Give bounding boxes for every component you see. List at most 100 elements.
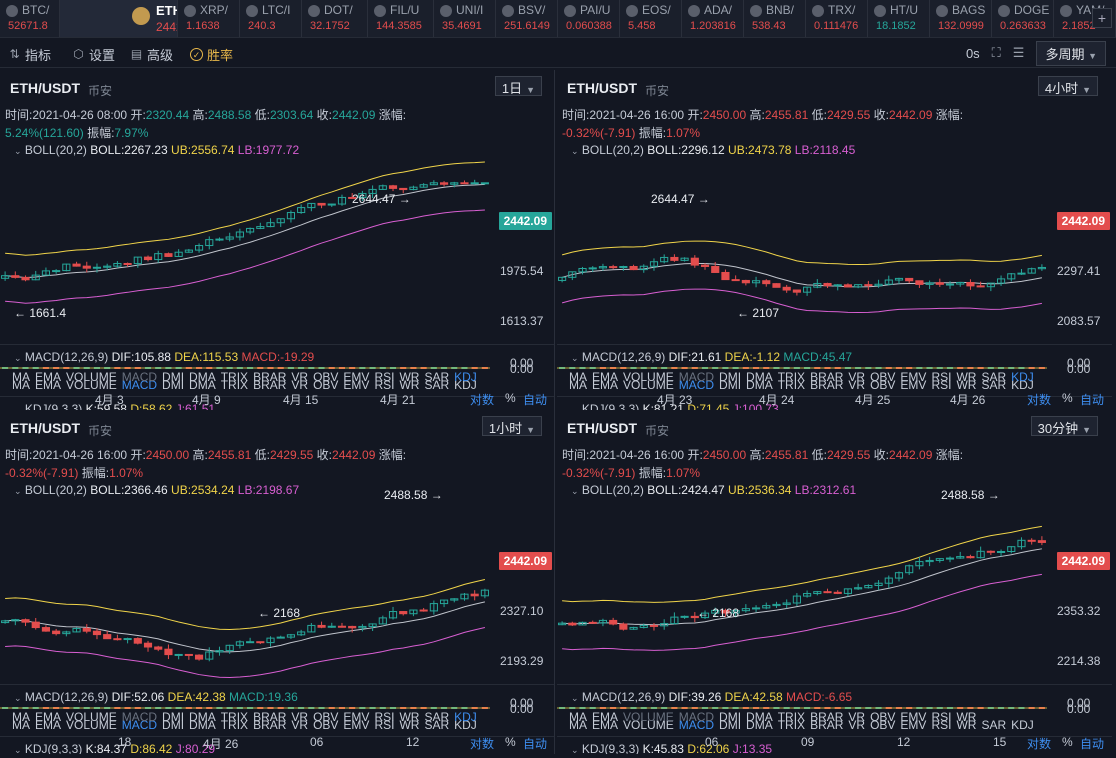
settings-button[interactable]: ⬡ 设置 [72, 45, 115, 64]
tab-sar[interactable]: SAR [981, 378, 1007, 392]
tab-obv[interactable]: OBV [313, 378, 339, 392]
candlestick-chart[interactable] [0, 490, 490, 680]
tab-vr[interactable]: VR [848, 718, 866, 732]
tab-ma[interactable]: MA [12, 718, 30, 732]
tab-ema[interactable]: EMA [592, 370, 619, 384]
tab-emv[interactable]: EMV [343, 718, 370, 732]
tab-vr[interactable]: VR [291, 718, 309, 732]
tab-dma[interactable]: DMA [189, 378, 216, 392]
tab-rsi[interactable]: RSI [374, 718, 395, 732]
ticker-item[interactable]: DOGE 0.263633 [992, 0, 1054, 37]
tab-macd[interactable]: MACD [121, 370, 158, 384]
tab-emv[interactable]: EMV [900, 710, 927, 724]
tab-brar[interactable]: BRAR [253, 718, 287, 732]
tab-vr[interactable]: VR [848, 370, 866, 384]
tab-ma[interactable]: MA [12, 370, 30, 384]
tab-trix[interactable]: TRIX [220, 370, 249, 384]
ticker-item[interactable]: BAGS 132.0999 [930, 0, 992, 37]
tab-dmi[interactable]: DMI [719, 378, 742, 392]
tab-vr[interactable]: VR [291, 710, 309, 724]
tab-rsi[interactable]: RSI [374, 710, 395, 724]
fullscreen-icon[interactable]: ⛶ [991, 45, 1001, 60]
ticker-item[interactable]: UNI/I 35.4691 [434, 0, 496, 37]
tab-vr[interactable]: VR [848, 378, 866, 392]
chart-panel[interactable]: ETH/USDT 币安 30分钟 ▼ 时间:2021-04-26 16:00 开:… [557, 410, 1112, 754]
tab-emv[interactable]: EMV [900, 718, 927, 732]
tab-vr[interactable]: VR [848, 710, 866, 724]
tab-sar[interactable]: SAR [424, 378, 450, 392]
tab-obv[interactable]: OBV [313, 718, 339, 732]
tab-wr[interactable]: WR [399, 718, 420, 732]
tab-kdj[interactable]: KDJ [1011, 370, 1034, 384]
percent-toggle[interactable]: % [1062, 391, 1073, 405]
tab-wr[interactable]: WR [956, 710, 977, 724]
tab-rsi[interactable]: RSI [374, 370, 395, 384]
tab-wr[interactable]: WR [399, 378, 420, 392]
period-select[interactable]: 1小时 ▼ [481, 416, 542, 436]
auto-scale-toggle[interactable]: 自动 [1080, 737, 1105, 751]
tab-emv[interactable]: EMV [900, 370, 927, 384]
tab-kdj[interactable]: KDJ [454, 718, 477, 732]
tab-obv[interactable]: OBV [870, 378, 896, 392]
tab-trix[interactable]: TRIX [220, 378, 249, 392]
advanced-button[interactable]: ▤ 高级 [130, 45, 173, 64]
ticker-item[interactable]: BTC/52671.8 [0, 0, 60, 37]
tab-vr[interactable]: VR [291, 370, 309, 384]
tab-sar[interactable]: SAR [981, 370, 1007, 384]
tab-vr[interactable]: VR [291, 378, 309, 392]
tab-macd[interactable]: MACD [678, 378, 715, 392]
tab-macd[interactable]: MACD [121, 718, 158, 732]
tab-ma[interactable]: MA [12, 378, 30, 392]
log-scale-toggle[interactable]: 对数 [1027, 393, 1052, 407]
tab-dmi[interactable]: DMI [162, 718, 185, 732]
tab-brar[interactable]: BRAR [810, 718, 844, 732]
tab-wr[interactable]: WR [956, 378, 977, 392]
percent-toggle[interactable]: % [505, 391, 516, 405]
tab-emv[interactable]: EMV [343, 710, 370, 724]
log-scale-toggle[interactable]: 对数 [1027, 737, 1052, 751]
tab-ema[interactable]: EMA [592, 378, 619, 392]
tab-macd[interactable]: MACD [678, 370, 715, 384]
tab-dma[interactable]: DMA [746, 370, 773, 384]
tab-ma[interactable]: MA [569, 718, 587, 732]
auto-scale-toggle[interactable]: 自动 [523, 393, 548, 407]
tab-obv[interactable]: OBV [870, 710, 896, 724]
period-select[interactable]: 30分钟 ▼ [1030, 416, 1098, 436]
tab-dma[interactable]: DMA [746, 718, 773, 732]
tab-macd[interactable]: MACD [121, 710, 158, 724]
ticker-item[interactable]: BNB/538.43 [744, 0, 806, 37]
tab-ma[interactable]: MA [12, 710, 30, 724]
indicator-button[interactable]: ⇅ 指标 [8, 45, 51, 64]
auto-scale-toggle[interactable]: 自动 [1080, 393, 1105, 407]
tab-rsi[interactable]: RSI [931, 378, 952, 392]
tab-kdj[interactable]: KDJ [1011, 718, 1034, 732]
tab-obv[interactable]: OBV [870, 718, 896, 732]
tab-ma[interactable]: MA [569, 370, 587, 384]
tab-dmi[interactable]: DMI [719, 710, 742, 724]
percent-toggle[interactable]: % [505, 735, 516, 749]
tab-macd[interactable]: MACD [678, 710, 715, 724]
tab-dmi[interactable]: DMI [719, 718, 742, 732]
tab-volume[interactable]: VOLUME [66, 378, 117, 392]
chart-panel[interactable]: ETH/USDT 币安 1日 ▼ 时间:2021-04-26 08:00 开:23… [0, 70, 555, 414]
tab-kdj[interactable]: KDJ [454, 710, 477, 724]
percent-toggle[interactable]: % [1062, 735, 1073, 749]
tab-ema[interactable]: EMA [35, 710, 62, 724]
tab-ma[interactable]: MA [569, 710, 587, 724]
tab-obv[interactable]: OBV [313, 370, 339, 384]
tab-volume[interactable]: VOLUME [623, 710, 674, 724]
tab-brar[interactable]: BRAR [810, 710, 844, 724]
tab-volume[interactable]: VOLUME [66, 710, 117, 724]
tab-kdj[interactable]: KDJ [1011, 378, 1034, 392]
candlestick-chart[interactable] [557, 490, 1047, 680]
tab-macd[interactable]: MACD [678, 718, 715, 732]
candlestick-chart[interactable] [0, 150, 490, 340]
chart-panel[interactable]: ETH/USDT 币安 1小时 ▼ 时间:2021-04-26 16:00 开:2… [0, 410, 555, 754]
tab-dmi[interactable]: DMI [162, 378, 185, 392]
tab-ma[interactable]: MA [569, 378, 587, 392]
tab-sar[interactable]: SAR [424, 718, 450, 732]
period-select[interactable]: 4小时 ▼ [1037, 76, 1098, 96]
tab-ema[interactable]: EMA [592, 718, 619, 732]
tab-obv[interactable]: OBV [313, 710, 339, 724]
tab-kdj[interactable]: KDJ [454, 370, 477, 384]
